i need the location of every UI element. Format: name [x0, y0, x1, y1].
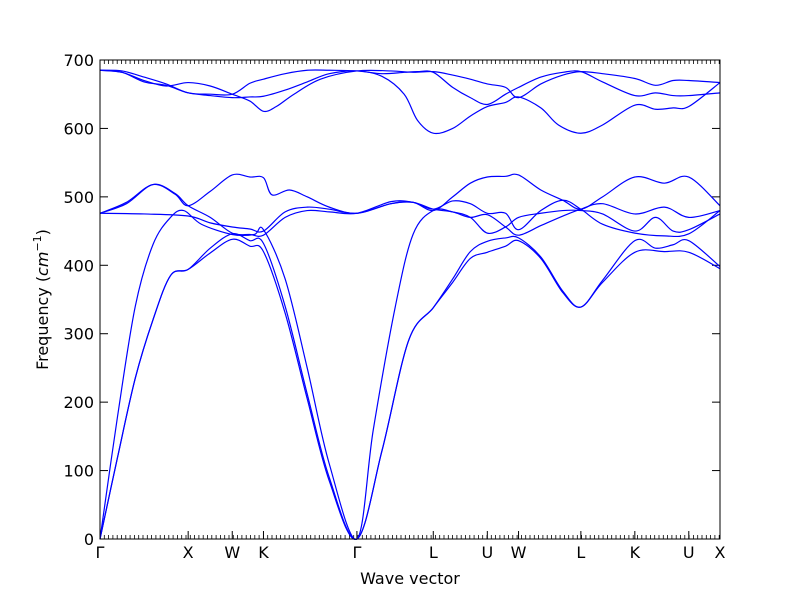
- y-axis-label-prefix: Frequency (: [33, 276, 52, 370]
- band-line-9: [99, 69, 721, 106]
- y-tick-label: 600: [63, 119, 94, 138]
- x-tick-label: K: [630, 543, 641, 562]
- y-tick-label: 300: [63, 325, 94, 344]
- x-tick-label: Γ: [96, 543, 105, 562]
- y-axis-label-exponent: −1: [31, 235, 44, 251]
- x-tick-label: K: [258, 543, 269, 562]
- x-tick-label: W: [511, 543, 527, 562]
- y-axis-label-suffix: ): [33, 229, 52, 235]
- series-lines: [99, 69, 721, 540]
- x-tick-label: X: [715, 543, 726, 562]
- y-tick-label: 100: [63, 462, 94, 481]
- y-tick-label: 400: [63, 256, 94, 275]
- x-tick-label: Γ: [352, 543, 361, 562]
- y-axis-label: Frequency (cm−1): [31, 229, 52, 370]
- y-tick-label: 0: [84, 530, 94, 549]
- x-tick-label: U: [683, 543, 695, 562]
- y-axis-label-unit: cm: [33, 252, 52, 276]
- y-tick-label: 200: [63, 393, 94, 412]
- x-tick-label: U: [481, 543, 493, 562]
- band-line-2: [99, 233, 721, 540]
- x-tick-label: L: [429, 543, 438, 562]
- x-tick-label: X: [183, 543, 194, 562]
- x-tick-label: L: [576, 543, 585, 562]
- y-tick-label: 700: [63, 51, 94, 70]
- band-line-7: [99, 69, 721, 113]
- band-line-3: [99, 208, 721, 540]
- band-line-6: [99, 173, 721, 214]
- x-axis-label: Wave vector: [360, 569, 460, 588]
- x-tick-label: W: [224, 543, 240, 562]
- plot-frame: [99, 59, 721, 540]
- y-axis-ticks: 0 100 200 300 400 500 600 700: [63, 51, 720, 549]
- band-line-8: [99, 69, 721, 135]
- y-tick-label: 500: [63, 188, 94, 207]
